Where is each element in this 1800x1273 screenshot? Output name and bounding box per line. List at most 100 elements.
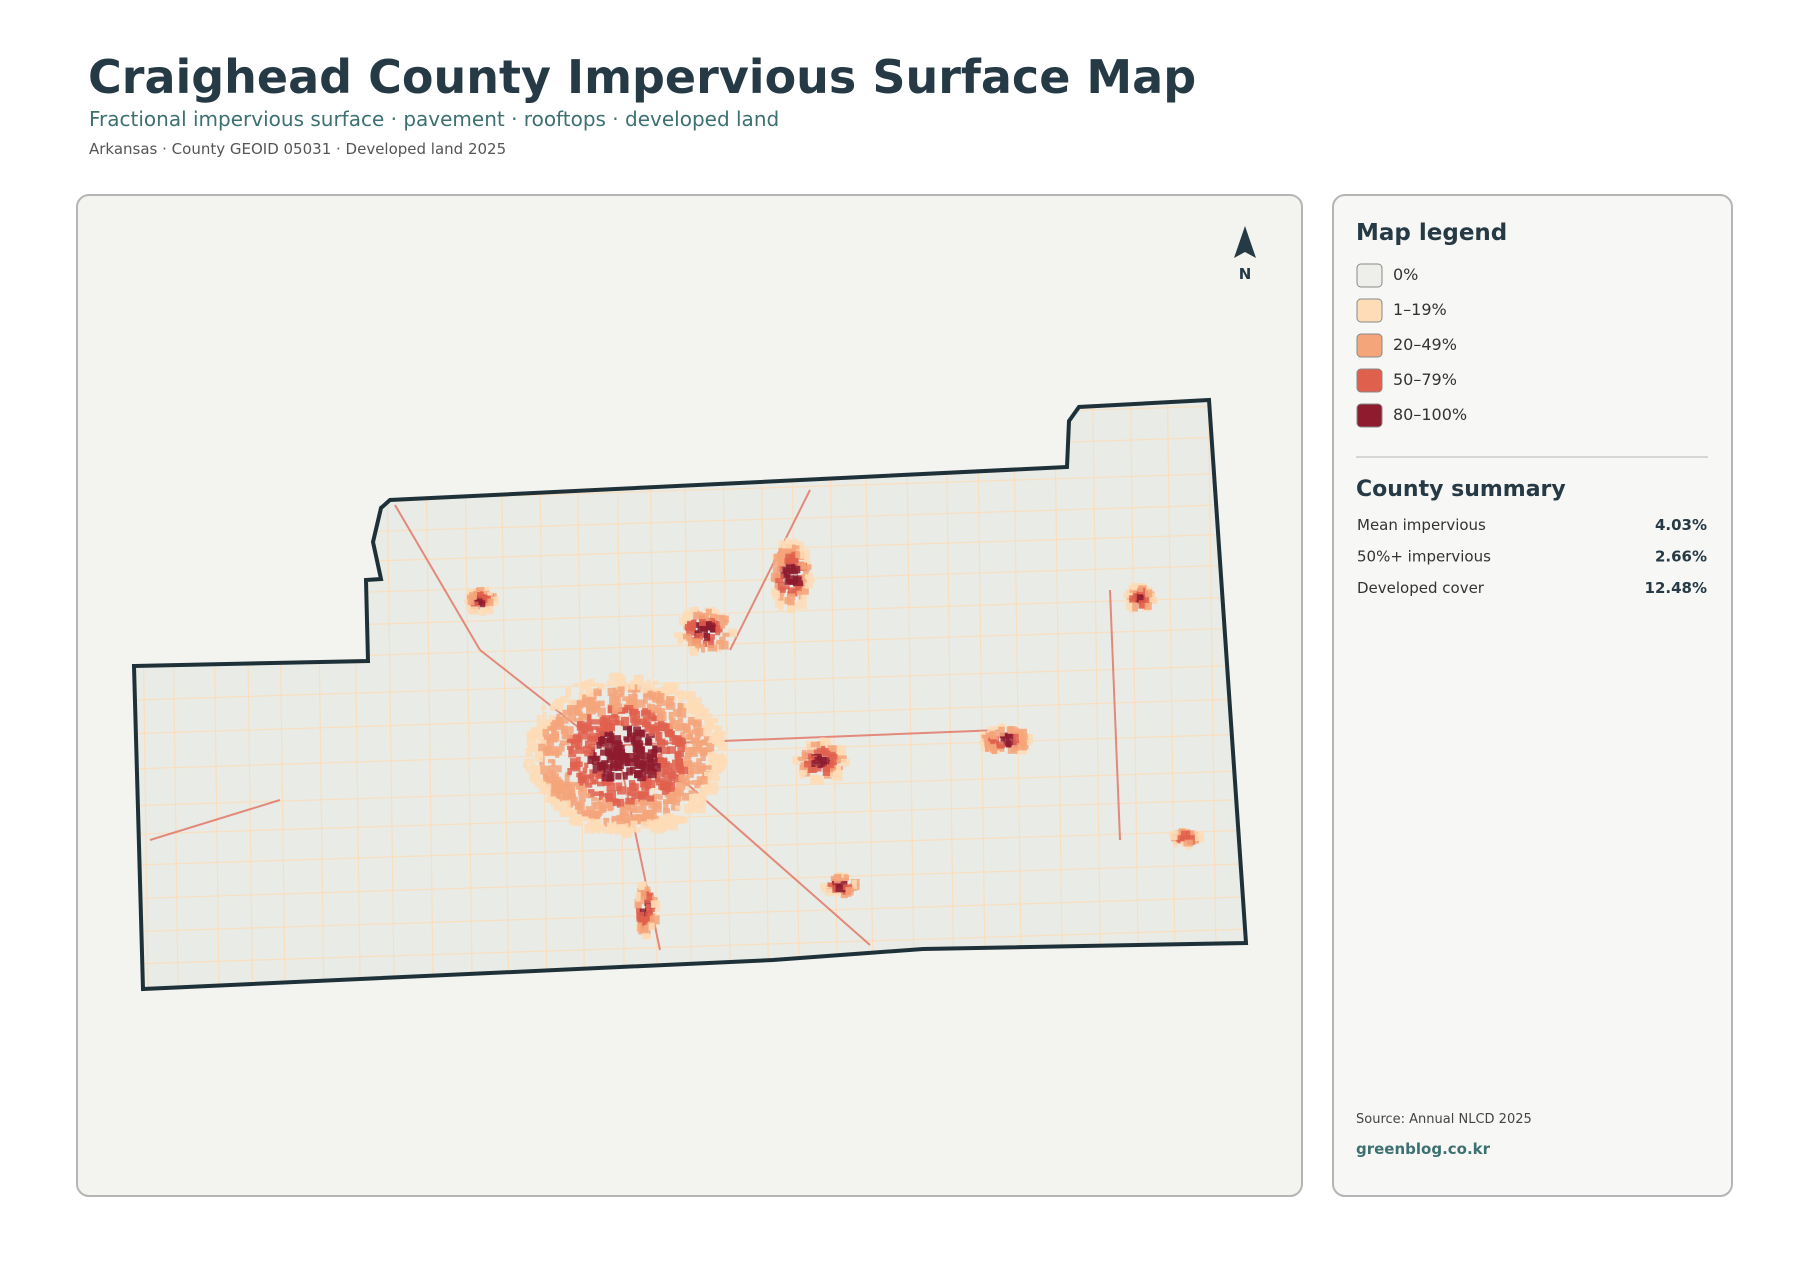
urban-cell (704, 633, 711, 641)
urban-cell (800, 588, 809, 595)
urban-cell (663, 740, 669, 746)
urban-cell (644, 766, 649, 775)
urban-cell (652, 715, 658, 722)
urban-cell (545, 719, 555, 727)
urban-cell (603, 817, 610, 828)
urban-cell (564, 781, 574, 791)
road (1166, 400, 1177, 989)
urban-cell (695, 622, 703, 628)
highway (1109, 589, 1121, 841)
urban-cell (587, 678, 595, 687)
urban-cell (633, 732, 642, 742)
urban-cell (645, 786, 650, 796)
road (790, 400, 800, 989)
urban-cell (596, 771, 604, 779)
urban-cell (710, 618, 716, 626)
urban-cell (640, 821, 651, 829)
urban-cell (683, 725, 690, 734)
road (134, 664, 1246, 701)
urban-cell (538, 724, 549, 733)
urban-cell (578, 794, 586, 802)
urban-cell (617, 825, 627, 834)
urban-cell (706, 742, 715, 752)
urban-cell (684, 624, 693, 631)
urban-cell (543, 735, 550, 740)
urban-cell (629, 766, 636, 774)
urban-cell (596, 742, 602, 749)
urban-cell (650, 900, 660, 908)
urban-cell (561, 730, 566, 740)
urban-cell (658, 711, 667, 721)
urban-cell (694, 707, 703, 715)
urban-cell (820, 737, 826, 747)
urban-cell (657, 753, 663, 764)
road (538, 400, 548, 989)
urban-cell (694, 711, 702, 720)
urban-cell (554, 787, 564, 794)
urban-cell (584, 750, 594, 757)
urban-cell (648, 757, 654, 764)
urban-cell (655, 731, 663, 741)
urban-cell (810, 776, 820, 785)
urban-cell (554, 717, 563, 728)
urban-cell (1180, 830, 1191, 840)
legend: 0% 1–19% 20–49% 50–79% 80–100% (1356, 263, 1467, 428)
urban-cell (574, 717, 584, 723)
urban-cell (467, 598, 475, 606)
urban-cell (616, 814, 626, 825)
urban-cell (592, 763, 598, 774)
road (134, 770, 1246, 807)
urban-cell (536, 721, 547, 729)
map (131, 397, 1249, 992)
urban-cell (1195, 833, 1205, 842)
urban-cell (641, 932, 649, 940)
urban-cell (582, 767, 588, 773)
urban-cell (689, 762, 697, 768)
urban-cell (786, 564, 795, 573)
urban-cell (679, 817, 688, 823)
urban-cell (687, 637, 694, 647)
urban-cell (711, 759, 720, 768)
urban-cell (1017, 744, 1026, 751)
urban-cell (696, 763, 706, 770)
urban-cell (836, 748, 846, 756)
urban-cell (573, 705, 578, 710)
road (134, 698, 1246, 735)
legend-label: 1–19% (1393, 300, 1447, 319)
urban-cell (468, 606, 479, 615)
urban-cell (787, 587, 798, 595)
urban-cell (608, 715, 618, 722)
urban-cell (641, 889, 647, 900)
urban-cell (643, 809, 648, 817)
urban-cell (540, 765, 550, 775)
urban-cell (570, 739, 576, 745)
road (134, 896, 1246, 933)
urban-cell (646, 903, 651, 912)
urban-cell (811, 760, 816, 768)
urban-cell (645, 779, 656, 788)
urban-cell (695, 633, 704, 640)
urban-cell (638, 915, 644, 925)
urban-cell (578, 787, 588, 795)
urban-cell (567, 792, 572, 800)
urban-cell (1134, 593, 1143, 602)
urban-cell (669, 821, 676, 829)
urban-cell (682, 613, 692, 622)
urban-cell (591, 796, 597, 802)
urban-cell (697, 769, 704, 774)
urban-cell (1025, 735, 1033, 746)
urban-cell (692, 611, 703, 620)
urban-cell (625, 797, 635, 805)
urban-cell (548, 765, 553, 772)
urban-cell (698, 619, 706, 627)
urban-cell (675, 781, 686, 790)
urban-cell (833, 771, 843, 782)
urban-cell (619, 749, 625, 756)
urban-cell (800, 591, 808, 602)
urban-cell (634, 898, 642, 909)
urban-cell (789, 548, 796, 554)
urban-cell (641, 783, 649, 791)
urban-cell (628, 758, 638, 766)
road (134, 798, 1246, 835)
summary: Mean impervious 4.03% 50%+ impervious 2.66%… (1357, 516, 1707, 597)
